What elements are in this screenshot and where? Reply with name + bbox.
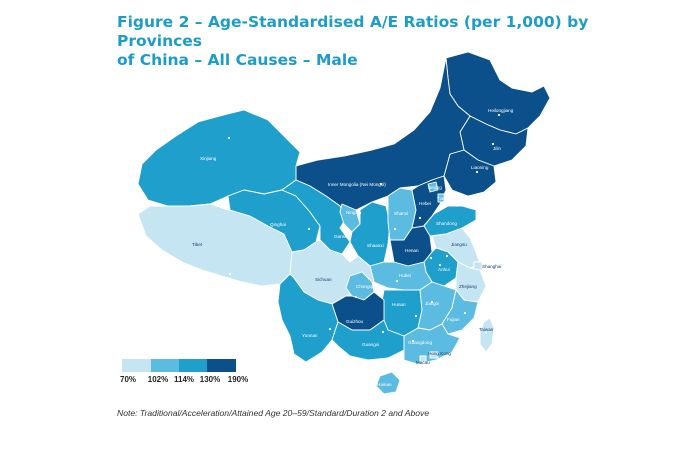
- label-tianjin: Tianjin: [437, 196, 451, 201]
- province-taiwan[interactable]: [479, 317, 495, 353]
- legend-swatch-1: [122, 359, 151, 372]
- label-guangdong: Guangdong: [408, 340, 432, 345]
- capital-dot: [228, 272, 232, 276]
- province-shanghai[interactable]: [473, 261, 483, 271]
- legend-tick: 70%: [119, 375, 137, 384]
- label-chongqing: Chongqing: [356, 284, 379, 289]
- figure-title-line-2: of China – All Causes – Male: [117, 51, 358, 69]
- label-zhejiang: Zhejiang: [459, 284, 477, 289]
- legend-tick: 114%: [173, 375, 195, 384]
- legend-swatch-4: [207, 359, 236, 372]
- capital-dot: [445, 254, 449, 258]
- capital-dot: [379, 182, 383, 186]
- capital-dot: [411, 339, 415, 343]
- capital-dot: [227, 136, 231, 140]
- capital-dot: [418, 216, 422, 220]
- label-sichuan: Sichuan: [315, 277, 332, 282]
- label-fujian: Fujian: [447, 317, 460, 322]
- province-guangdong[interactable]: [403, 323, 461, 365]
- province-beijing[interactable]: [427, 181, 439, 193]
- capital-dot: [438, 263, 442, 267]
- label-hubei: Hubei: [399, 273, 411, 278]
- province-fujian[interactable]: [441, 289, 479, 335]
- label-heilongjiang: Heilongjiang: [488, 108, 514, 113]
- capital-dot: [491, 142, 495, 146]
- label-guizhou: Guizhou: [346, 319, 364, 324]
- label-qinghai: Qinghai: [270, 222, 286, 227]
- capital-dot: [429, 256, 433, 260]
- label-shanxi: Shanxi: [394, 211, 408, 216]
- capital-dot: [328, 327, 332, 331]
- label-yunnan: Yunnan: [302, 333, 318, 338]
- label-inner-mongolia: Inner Mongolia (Nei Mongol): [328, 182, 386, 187]
- label-anhui: Anhui: [438, 267, 450, 272]
- capital-dot: [381, 330, 385, 334]
- province-tianjin[interactable]: [437, 193, 445, 203]
- label-hebei: Hebei: [419, 201, 431, 206]
- label-gansu: Gansu: [334, 234, 348, 239]
- capital-dot: [307, 227, 311, 231]
- label-hunan: Hunan: [392, 302, 406, 307]
- label-beijing: Beijing: [428, 185, 442, 190]
- capital-markers: [227, 113, 501, 343]
- label-shandong: Shandong: [436, 221, 457, 226]
- capital-dot: [484, 331, 488, 335]
- label-jilin: Jilin: [493, 146, 501, 151]
- capital-dot: [430, 300, 434, 304]
- province-hubei[interactable]: [369, 261, 433, 291]
- label-xinjiang: Xinjiang: [200, 156, 217, 161]
- capital-dot: [497, 113, 501, 117]
- label-tibet: Tibet: [192, 242, 203, 247]
- capital-dot: [354, 295, 358, 299]
- capital-dot: [463, 311, 467, 315]
- legend: 70% 102% 114% 130% 190%: [119, 359, 250, 389]
- label-jiangsu: Jiangsu: [451, 242, 467, 247]
- label-hong-kong: Hong Kong: [428, 351, 451, 356]
- capital-dot: [395, 279, 399, 283]
- figure-title: Figure 2 – Age-Standardised A/E Ratios (…: [117, 13, 637, 70]
- legend-tick: 102%: [147, 375, 169, 384]
- label-macau: Macau: [416, 360, 430, 365]
- legend-tick: 190%: [227, 375, 249, 384]
- label-taiwan: Taiwan: [479, 327, 494, 332]
- province-labels: Heilongjiang Jilin Liaoning Inner Mongol…: [192, 108, 514, 387]
- legend-swatch-2: [151, 359, 179, 372]
- label-shaanxi: Shaanxi: [367, 243, 384, 248]
- label-henan: Henan: [405, 248, 419, 253]
- label-hainan: Hainan: [377, 382, 392, 387]
- legend-tick: 130%: [199, 375, 221, 384]
- label-liaoning: Liaoning: [471, 165, 489, 170]
- label-guangxi: Guangxi: [362, 342, 379, 347]
- label-jiangxi: Jiangxi: [425, 301, 439, 306]
- figure-title-line-1: Figure 2 – Age-Standardised A/E Ratios (…: [117, 13, 589, 50]
- footnote: Note: Traditional/Acceleration/Attained …: [117, 408, 430, 418]
- province-hong-kong[interactable]: [429, 351, 439, 359]
- province-liaoning[interactable]: [443, 149, 497, 197]
- label-shanghai: Shanghai: [482, 264, 501, 269]
- capital-dot: [475, 170, 479, 174]
- legend-swatch-3: [179, 359, 207, 372]
- capital-dot: [393, 227, 397, 231]
- province-macau[interactable]: [419, 355, 427, 363]
- province-hainan[interactable]: [375, 371, 401, 395]
- capital-dot: [414, 314, 418, 318]
- label-ningxia: Ningxia: [346, 210, 362, 215]
